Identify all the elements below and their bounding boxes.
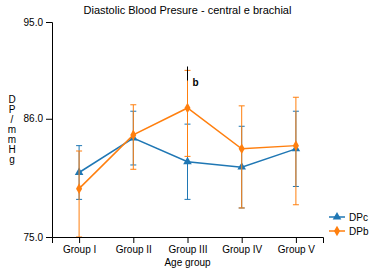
- marker: [183, 157, 192, 164]
- annotation-line: [187, 67, 188, 81]
- legend-label: DPb: [349, 226, 369, 237]
- x-tick-label: Group III: [169, 244, 208, 255]
- y-tick: 95.0: [24, 17, 52, 28]
- x-tick-mark: [133, 237, 134, 243]
- legend-item: DPc: [329, 212, 368, 223]
- y-tick: 86.0: [24, 113, 52, 124]
- error-bar: [76, 151, 82, 237]
- title: Diastolic Blood Presure - central e brac…: [84, 4, 292, 16]
- marker: [293, 140, 299, 151]
- legend-marker: [333, 212, 342, 219]
- y-tick-mark: [46, 22, 52, 23]
- x-tick-mark: [79, 237, 80, 243]
- series: [76, 70, 299, 237]
- y-axis-title: D P / m m H g: [6, 95, 18, 165]
- error-bar: [130, 105, 136, 169]
- x-axis-line: [53, 238, 324, 244]
- x-tick-label: Group I: [63, 244, 96, 255]
- x-tick-mark: [296, 237, 297, 243]
- x-tick: Group I: [63, 237, 96, 255]
- y-tick-mark: [46, 237, 52, 238]
- error-bar: [239, 106, 245, 208]
- y-tick-mark: [46, 119, 52, 120]
- annotation: b: [193, 77, 199, 88]
- x-axis: Group I Group II Group III Group IV Group V: [53, 237, 324, 255]
- marker: [130, 130, 136, 141]
- x-tick-label: Group V: [278, 244, 316, 255]
- legend: DPc DPb: [329, 212, 369, 237]
- data-marks: [75, 70, 300, 237]
- chart-svg: 75.086.095.0Group IGroup IIGroup IIIGrou…: [0, 0, 373, 271]
- x-tick: Group IV: [222, 237, 262, 255]
- x-tick-label: Group IV: [222, 244, 262, 255]
- x-axis-title: Age group: [164, 257, 211, 268]
- y-axis: 75.0 86.0 95.0: [24, 17, 53, 243]
- legend-label: DPc: [349, 212, 368, 223]
- legend-item: DPb: [329, 226, 369, 237]
- y-tick-label: 86.0: [24, 113, 44, 124]
- marker: [239, 144, 245, 155]
- x-tick: Group II: [116, 237, 152, 255]
- y-axis-line: [46, 23, 53, 238]
- x-tick: Group V: [278, 237, 316, 255]
- y-tick-label: 75.0: [24, 232, 44, 243]
- chart-container: 75.086.095.0Group IGroup IIGroup IIIGrou…: [0, 0, 373, 271]
- y-tick: 75.0: [24, 232, 52, 243]
- error-bar: [293, 97, 299, 205]
- plot-root: 75.086.095.0Group IGroup IIGroup IIIGrou…: [24, 17, 324, 255]
- x-tick-mark: [188, 237, 189, 243]
- legend-marker: [334, 226, 340, 237]
- y-tick-label: 95.0: [24, 17, 44, 28]
- marker: [184, 103, 190, 114]
- x-tick-mark: [242, 237, 243, 243]
- error-bar: [185, 70, 191, 156]
- x-tick-label: Group II: [116, 244, 152, 255]
- x-tick: Group III: [169, 237, 208, 255]
- marker: [76, 183, 82, 194]
